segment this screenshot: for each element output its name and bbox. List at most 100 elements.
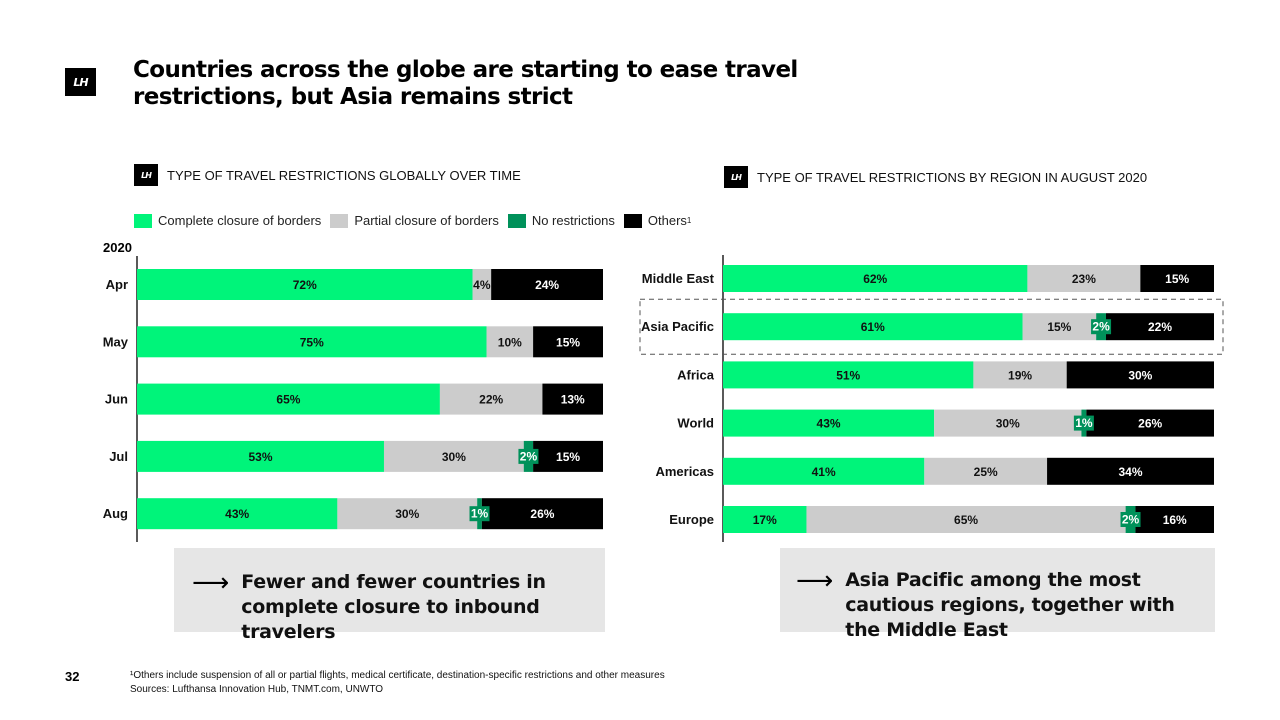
bar-others	[533, 440, 603, 472]
legend-label: Complete closure of borders	[158, 213, 322, 228]
legend-swatch	[330, 213, 349, 228]
bar-others	[533, 326, 603, 358]
bar-complete-closure-of-borders	[723, 313, 1023, 341]
value-label: 2%	[1122, 513, 1140, 527]
bar-complete-closure-of-borders	[723, 506, 807, 533]
category-label: World	[677, 416, 714, 431]
value-label: 61%	[861, 320, 885, 334]
legend-item-no-restrictions: No restrictions	[507, 213, 615, 228]
value-label: 65%	[954, 513, 978, 527]
legend-label: No restrictions	[531, 213, 615, 228]
legend-item-complete-closure: Complete closure of borders	[134, 213, 321, 228]
bar-others	[1135, 506, 1214, 533]
value-label: 17%	[753, 513, 777, 527]
legend-swatch	[134, 213, 152, 228]
footnote-text: ¹Others include suspension of all or par…	[130, 670, 665, 681]
value-label: 30%	[996, 417, 1020, 431]
bar-others	[481, 498, 603, 530]
takeaway-box-right: ⟶ Asia Pacific among the most cautious r…	[780, 548, 1215, 641]
value-label: 26%	[1138, 417, 1162, 431]
chart-logo-icon: LH	[724, 166, 748, 188]
arrow-right-icon: ⟶	[796, 566, 834, 596]
bar-partial-closure-of-borders	[934, 409, 1082, 437]
chart-header-global: LH TYPE OF TRAVEL RESTRICTIONS GLOBALLY …	[134, 164, 521, 186]
bar-complete-closure-of-borders	[723, 361, 974, 389]
bar-complete-closure-of-borders	[137, 269, 473, 300]
value-label: 72%	[293, 278, 317, 292]
value-label: 34%	[1119, 465, 1143, 479]
year-label: 2020	[103, 240, 132, 255]
category-label: May	[103, 334, 129, 349]
value-label: 62%	[863, 272, 887, 286]
bar-row-apr: Apr 72% 4% 24%	[106, 269, 603, 300]
value-label: 30%	[1128, 368, 1152, 382]
bar-row-africa: Africa 51% 19% 30%	[677, 361, 1214, 389]
bar-others	[1086, 409, 1214, 437]
bar-row-europe: Europe 17% 65% 2% 16%	[669, 506, 1214, 533]
bar-partial-closure-of-borders	[1027, 265, 1141, 292]
bar-others	[491, 269, 603, 300]
value-label: 2%	[520, 449, 538, 463]
category-label: Europe	[669, 512, 714, 527]
bar-others	[1140, 265, 1214, 292]
bar-complete-closure-of-borders	[723, 265, 1028, 292]
value-label: 15%	[556, 450, 580, 464]
value-label: 30%	[395, 507, 419, 521]
bar-partial-closure-of-borders	[924, 457, 1048, 485]
bar-row-americas: Americas 41% 25% 34%	[655, 457, 1214, 485]
bar-others	[1047, 457, 1214, 485]
value-label: 23%	[1072, 272, 1096, 286]
category-label: Jun	[105, 392, 128, 407]
legend-swatch	[623, 213, 642, 228]
chart-header-region: LH TYPE OF TRAVEL RESTRICTIONS BY REGION…	[724, 166, 1147, 188]
bar-row-jun: Jun 65% 22% 13%	[105, 383, 603, 415]
bar-row-world: World 43% 30% 1% 26%	[677, 409, 1214, 437]
bar-partial-closure-of-borders	[472, 269, 492, 300]
bar-complete-closure-of-borders	[137, 383, 440, 415]
bar-complete-closure-of-borders	[723, 409, 935, 437]
takeaway-box-left: ⟶ Fewer and fewer countries in complete …	[174, 548, 605, 643]
chart-legend: Complete closure of borders Partial clos…	[134, 213, 700, 228]
category-label: Aug	[103, 506, 128, 521]
value-label: 15%	[1047, 320, 1071, 334]
value-label: 51%	[836, 368, 860, 382]
bar-partial-closure-of-borders	[486, 326, 534, 358]
value-label: 22%	[479, 393, 503, 407]
value-label: 25%	[974, 465, 998, 479]
value-label: 13%	[561, 393, 585, 407]
category-label: Jul	[109, 449, 128, 464]
bar-row-may: May 75% 10% 15%	[103, 326, 603, 358]
bar-row-aug: Aug 43% 30% 1% 26%	[103, 498, 603, 530]
value-label: 30%	[442, 450, 466, 464]
value-label: 24%	[535, 278, 559, 292]
legend-footnote-marker: 1	[686, 216, 692, 225]
legend-swatch	[507, 213, 526, 228]
value-label: 15%	[556, 335, 580, 349]
value-label: 22%	[1148, 320, 1172, 334]
chart-title-global: TYPE OF TRAVEL RESTRICTIONS GLOBALLY OVE…	[167, 167, 521, 183]
slide-title: Countries across the globe are starting …	[133, 57, 798, 110]
brand-logo: LH	[65, 68, 96, 96]
legend-label: Others	[647, 213, 687, 228]
category-label: Asia Pacific	[641, 319, 714, 334]
bar-row-jul: Jul 53% 30% 2% 15%	[109, 440, 603, 472]
legend-item-others: Others 1	[623, 213, 692, 228]
bar-others	[542, 383, 603, 415]
category-label: Middle East	[642, 271, 715, 286]
category-label: Africa	[677, 367, 715, 382]
bar-row-asia-pacific: Asia Pacific 61% 15% 2% 22%	[639, 298, 1224, 355]
highlight-box	[639, 298, 1224, 355]
bar-complete-closure-of-borders	[137, 326, 487, 358]
value-label: 65%	[276, 393, 300, 407]
chart-title-region: TYPE OF TRAVEL RESTRICTIONS BY REGION IN…	[757, 169, 1148, 185]
bar-others	[1105, 313, 1214, 341]
takeaway-text-left: Fewer and fewer countries in complete cl…	[241, 571, 546, 643]
no-restrictions-badge	[1073, 415, 1094, 431]
bar-complete-closure-of-borders	[137, 440, 384, 472]
chart-logo-icon: LH	[134, 164, 158, 186]
value-label: 26%	[530, 507, 554, 521]
value-label: 19%	[1008, 368, 1032, 382]
value-label: 10%	[498, 335, 522, 349]
